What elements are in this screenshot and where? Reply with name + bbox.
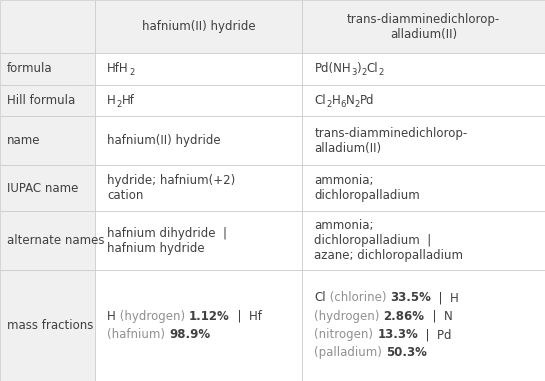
Text: 6: 6: [340, 99, 346, 109]
Bar: [95, 85, 302, 116]
Text: Hf: Hf: [122, 94, 135, 107]
Bar: [0, 85, 95, 116]
Bar: [302, 270, 545, 381]
Bar: [95, 165, 302, 211]
Text: 2: 2: [378, 68, 384, 77]
Text: 13.3%: 13.3%: [377, 328, 418, 341]
Text: 2: 2: [326, 99, 331, 109]
Bar: [95, 116, 302, 165]
Text: hafnium dihydride  |
hafnium hydride: hafnium dihydride | hafnium hydride: [107, 227, 227, 255]
Bar: [95, 270, 302, 381]
Text: |  Hf: | Hf: [230, 310, 262, 323]
Text: (hydrogen): (hydrogen): [116, 310, 189, 323]
Text: 3: 3: [351, 68, 356, 77]
Bar: [302, 53, 545, 85]
Text: hafnium(II) hydride: hafnium(II) hydride: [107, 134, 221, 147]
Text: H: H: [107, 94, 116, 107]
Text: IUPAC name: IUPAC name: [7, 182, 78, 195]
Text: 33.5%: 33.5%: [390, 291, 431, 304]
Bar: [95, 211, 302, 270]
Text: (palladium): (palladium): [314, 346, 386, 359]
Text: Cl: Cl: [314, 94, 326, 107]
Bar: [302, 211, 545, 270]
Bar: [0, 0, 95, 53]
Text: Hill formula: Hill formula: [7, 94, 75, 107]
Text: |  H: | H: [431, 291, 459, 304]
Text: Pd(NH: Pd(NH: [314, 62, 351, 75]
Text: alternate names: alternate names: [7, 234, 104, 247]
Text: Cl: Cl: [314, 291, 326, 304]
Text: H: H: [331, 94, 340, 107]
Text: N: N: [346, 94, 354, 107]
Text: (hafnium): (hafnium): [107, 328, 169, 341]
Text: 1.12%: 1.12%: [189, 310, 230, 323]
Text: (nitrogen): (nitrogen): [314, 328, 377, 341]
Bar: [95, 53, 302, 85]
Bar: [302, 0, 545, 53]
Text: (hydrogen): (hydrogen): [314, 310, 384, 323]
Text: Pd: Pd: [360, 94, 374, 107]
Text: mass fractions: mass fractions: [7, 319, 93, 332]
Bar: [95, 0, 302, 53]
Bar: [302, 165, 545, 211]
Bar: [0, 211, 95, 270]
Text: ): ): [356, 62, 361, 75]
Text: (chlorine): (chlorine): [326, 291, 390, 304]
Text: 98.9%: 98.9%: [169, 328, 210, 341]
Text: Cl: Cl: [366, 62, 378, 75]
Text: trans-diamminedichlorop-
alladium(II): trans-diamminedichlorop- alladium(II): [347, 13, 500, 41]
Text: 2: 2: [129, 68, 135, 77]
Text: |  N: | N: [425, 310, 452, 323]
Text: formula: formula: [7, 62, 52, 75]
Text: 2: 2: [361, 68, 366, 77]
Text: HfH: HfH: [107, 62, 129, 75]
Bar: [302, 116, 545, 165]
Bar: [302, 85, 545, 116]
Text: hafnium(II) hydride: hafnium(II) hydride: [142, 20, 256, 33]
Text: |  Pd: | Pd: [418, 328, 451, 341]
Text: ammonia;
dichloropalladium: ammonia; dichloropalladium: [314, 174, 420, 202]
Text: name: name: [7, 134, 40, 147]
Bar: [0, 53, 95, 85]
Bar: [0, 165, 95, 211]
Bar: [0, 270, 95, 381]
Bar: [0, 116, 95, 165]
Text: ammonia;
dichloropalladium  |
azane; dichloropalladium: ammonia; dichloropalladium | azane; dich…: [314, 219, 463, 262]
Text: hydride; hafnium(+2)
cation: hydride; hafnium(+2) cation: [107, 174, 235, 202]
Text: trans-diamminedichlorop-
alladium(II): trans-diamminedichlorop- alladium(II): [314, 126, 468, 155]
Text: 2: 2: [354, 99, 360, 109]
Text: 2: 2: [116, 99, 122, 109]
Text: 2.86%: 2.86%: [384, 310, 425, 323]
Text: H: H: [107, 310, 116, 323]
Text: 50.3%: 50.3%: [386, 346, 427, 359]
